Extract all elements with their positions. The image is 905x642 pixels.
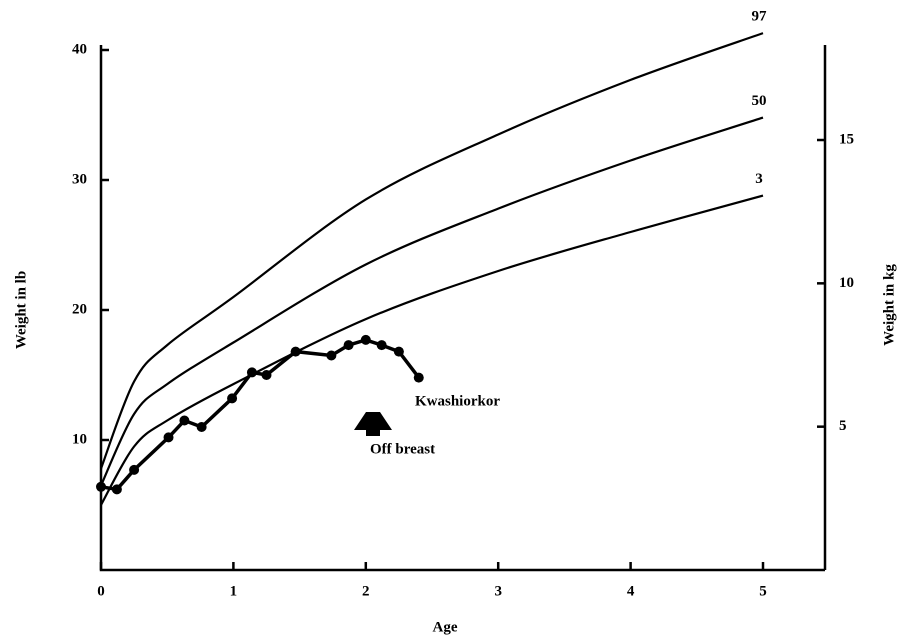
y-tick-label: 30: [72, 171, 87, 187]
annotation: Off breast: [370, 441, 435, 457]
point: [163, 432, 174, 443]
point: [376, 340, 387, 351]
arrow: [354, 412, 392, 436]
percentile-line: [100, 116, 764, 486]
percentile-line: [100, 194, 764, 506]
percentile-line: [99, 32, 764, 469]
y-tick-label: 40: [72, 41, 87, 57]
point: [227, 393, 238, 404]
y2-tick-label: 5: [839, 418, 847, 434]
axis: [99, 45, 825, 572]
point: [129, 464, 140, 475]
point: [96, 481, 106, 492]
y2-tick-label: 10: [839, 275, 854, 291]
point: [326, 350, 337, 361]
x-axis-label: Age: [433, 619, 458, 635]
point: [179, 415, 190, 426]
y-axis-label: Weight in lb: [13, 271, 29, 349]
x-tick-label: 1: [230, 583, 238, 599]
point: [360, 334, 371, 345]
curve-label: 3: [755, 171, 763, 187]
y-tick-label: 10: [72, 431, 87, 447]
point: [246, 367, 257, 378]
point: [290, 346, 301, 357]
x-tick-label: 2: [362, 583, 370, 599]
point: [196, 422, 207, 432]
y-tick-label: 20: [72, 301, 87, 317]
point: [343, 340, 354, 351]
y2-tick-label: 15: [839, 131, 854, 147]
point: [111, 484, 122, 495]
weight-line: [100, 338, 421, 492]
y2-axis-label: Weight in kg: [881, 264, 897, 346]
point: [261, 370, 272, 380]
x-tick-label: 5: [759, 583, 767, 599]
x-tick-label: 0: [97, 583, 105, 599]
x-tick-label: 4: [627, 583, 635, 599]
point: [393, 346, 404, 357]
curve-label: 97: [752, 9, 768, 25]
point: [413, 372, 424, 383]
annotation: Kwashiorkor: [415, 393, 500, 409]
curve-label: 50: [752, 93, 767, 109]
x-tick-label: 3: [494, 583, 502, 599]
